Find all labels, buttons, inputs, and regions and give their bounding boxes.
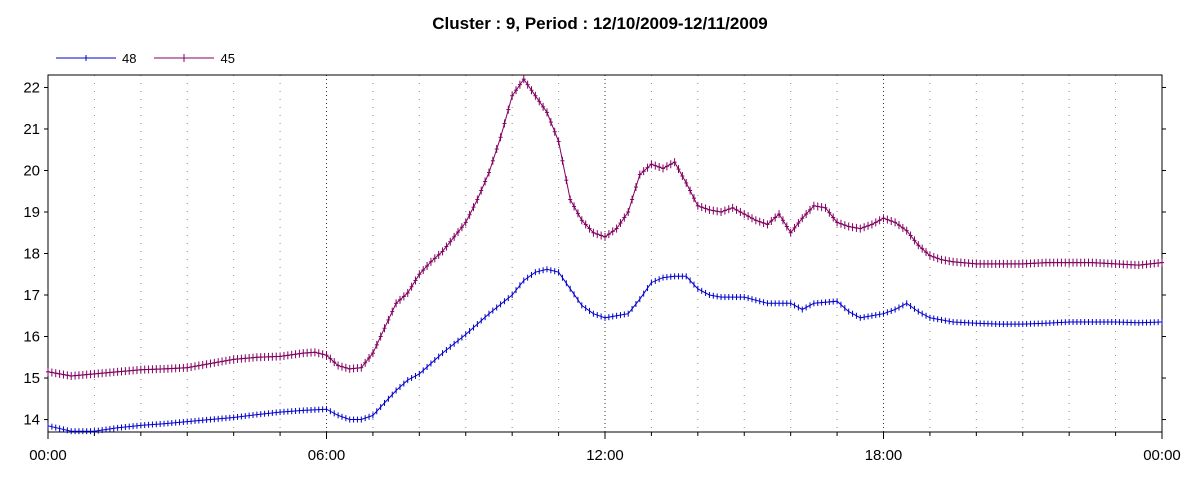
legend-label-48: 48 bbox=[122, 50, 137, 66]
legend: 48 45 bbox=[56, 50, 235, 66]
y-tick-label: 21 bbox=[23, 121, 40, 138]
x-tick-label: 06:00 bbox=[308, 447, 346, 464]
y-tick-label: 16 bbox=[23, 329, 40, 346]
y-tick-label: 15 bbox=[23, 370, 40, 387]
x-tick-label: 00:00 bbox=[1143, 447, 1181, 464]
legend-label-45: 45 bbox=[220, 50, 235, 66]
y-tick-label: 22 bbox=[23, 79, 40, 96]
y-tick-label: 20 bbox=[23, 162, 40, 179]
y-tick-label: 19 bbox=[23, 204, 40, 221]
y-tick-label: 18 bbox=[23, 246, 40, 263]
plot-frame bbox=[47, 74, 1163, 433]
x-tick-label: 12:00 bbox=[586, 447, 624, 464]
series-line-48 bbox=[47, 268, 1163, 432]
y-tick-label: 17 bbox=[23, 287, 40, 304]
y-tick-label: 14 bbox=[23, 412, 40, 429]
x-tick-label: 00:00 bbox=[29, 447, 67, 464]
legend-item-45: 45 bbox=[154, 50, 235, 66]
legend-swatch-45 bbox=[154, 53, 215, 63]
x-tick-label: 18:00 bbox=[865, 447, 903, 464]
chart-title: Cluster : 9, Period : 12/10/2009-12/11/2… bbox=[432, 14, 768, 33]
legend-item-48: 48 bbox=[56, 51, 136, 66]
legend-swatch-48 bbox=[56, 53, 116, 63]
